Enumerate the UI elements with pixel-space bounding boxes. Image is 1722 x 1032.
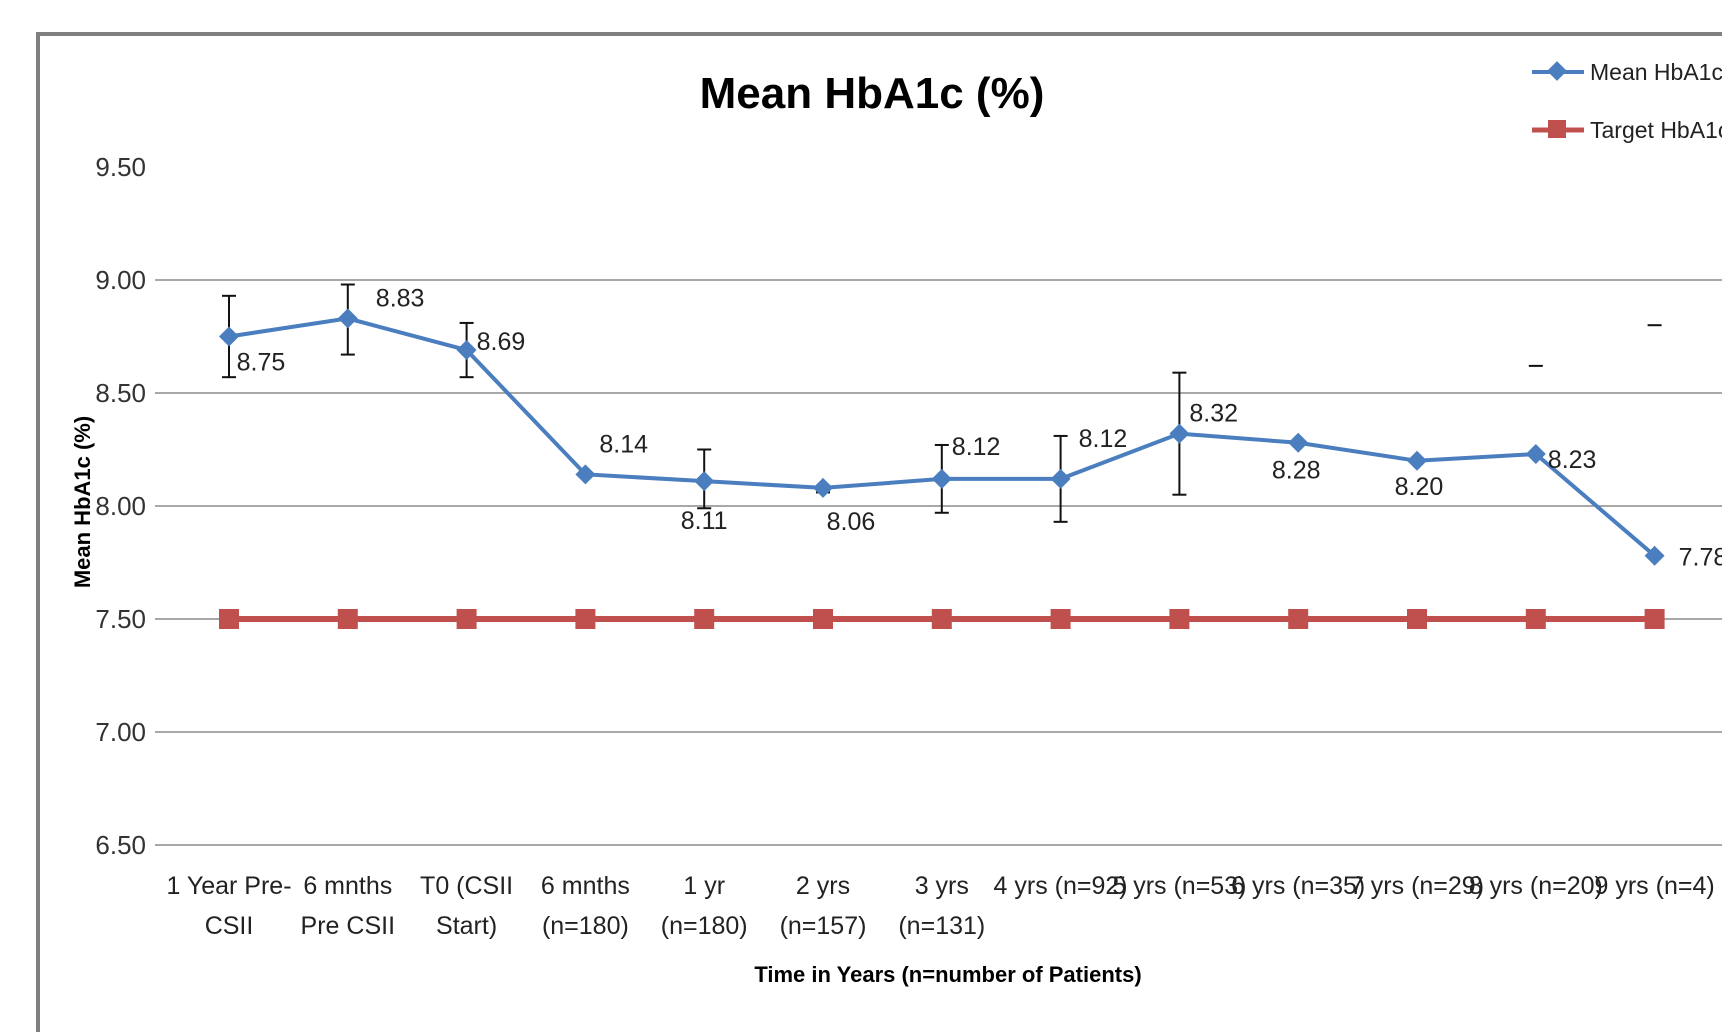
target-point <box>931 609 952 629</box>
data-label: 8.75 <box>237 349 286 377</box>
x-category-label: 5 yrs (n=53) <box>1112 872 1246 900</box>
x-category-label: 4 yrs (n=92) <box>994 872 1128 900</box>
data-label: 8.12 <box>952 433 1001 461</box>
data-label: 7.78 <box>1679 544 1722 572</box>
mean-point <box>1288 432 1309 453</box>
data-label: 8.12 <box>1079 425 1128 453</box>
y-tick-label: 8.00 <box>95 491 146 521</box>
target-point <box>813 609 833 629</box>
data-label: 8.14 <box>599 430 648 458</box>
y-tick-label: 8.50 <box>95 378 146 408</box>
mean-point <box>1050 468 1071 489</box>
data-label: 8.28 <box>1272 457 1321 485</box>
target-point <box>219 609 239 629</box>
data-label: 8.32 <box>1189 400 1238 428</box>
mean-point <box>219 326 239 347</box>
y-axis-title: Mean HbA1c (%) <box>70 416 95 588</box>
data-label: 8.11 <box>681 507 728 535</box>
x-category-label: 3 yrs <box>915 872 969 900</box>
legend-mean-marker <box>1547 61 1567 81</box>
x-category-label: (n=180) <box>661 912 748 940</box>
x-category-label: 8 yrs (n=20) <box>1469 872 1603 900</box>
mean-point <box>1525 444 1546 465</box>
legend-item-target: Target HbA1c <box>1532 117 1722 143</box>
mean-point <box>931 468 952 489</box>
y-tick-label: 7.50 <box>95 604 146 634</box>
data-label: 8.06 <box>827 508 876 536</box>
x-category-label: 9 yrs (n=4) <box>1595 872 1715 900</box>
mean-point <box>575 464 596 485</box>
mean-point <box>456 340 477 361</box>
x-category-label: 6 mnths <box>303 872 392 900</box>
grid-layer <box>155 279 1722 846</box>
x-category-label: (n=131) <box>898 912 985 940</box>
legend: Mean HbA1c Target HbA1c <box>1532 59 1722 143</box>
chart-title: Mean HbA1c (%) <box>700 69 1045 118</box>
target-point <box>1525 609 1546 629</box>
chart-frame <box>36 32 1722 1032</box>
x-category-label: 1 yr <box>683 872 725 900</box>
target-point <box>1644 609 1665 629</box>
x-category-label: 1 Year Pre- <box>166 872 291 900</box>
mean-point <box>813 477 833 498</box>
legend-mean-label: Mean HbA1c <box>1590 59 1722 85</box>
target-series <box>219 609 1665 629</box>
legend-target-marker <box>1548 120 1566 138</box>
data-label: 8.23 <box>1548 446 1597 474</box>
y-tick-label: 9.00 <box>95 265 146 295</box>
x-category-label: T0 (CSII <box>420 872 513 900</box>
data-label: 8.83 <box>376 284 425 312</box>
x-category-label: (n=180) <box>542 912 629 940</box>
x-category-labels: 1 Year Pre- CSII 6 mnths Pre CSII T0 (CSII St… <box>166 872 1714 940</box>
target-point <box>1169 609 1190 629</box>
target-point <box>1288 609 1309 629</box>
target-point <box>1407 609 1427 629</box>
chart-svg: 6.50 7.00 7.50 8.00 8.50 9.00 9.50 1 Year Pre-… <box>70 59 1722 987</box>
x-category-label: Pre CSII <box>301 912 395 940</box>
x-category-label: (n=157) <box>780 912 867 940</box>
x-axis-title: Time in Years (n=number of Patients) <box>754 962 1141 987</box>
target-point <box>575 609 596 629</box>
data-label: 8.20 <box>1395 473 1444 501</box>
x-category-label: Start) <box>436 912 497 940</box>
target-point <box>337 609 358 629</box>
y-tick-label: 7.00 <box>95 717 146 747</box>
legend-item-mean: Mean HbA1c <box>1532 59 1722 85</box>
x-category-label: 6 yrs (n=35) <box>1231 872 1365 900</box>
y-tick-label: 9.50 <box>95 152 146 182</box>
y-tick-labels: 6.50 7.00 7.50 8.00 8.50 9.00 9.50 <box>95 152 146 860</box>
target-point <box>694 609 715 629</box>
mean-series <box>219 308 1665 566</box>
target-point <box>1050 609 1071 629</box>
mean-point <box>1169 423 1190 444</box>
x-category-label: 6 mnths <box>541 872 630 900</box>
mean-point <box>1407 450 1427 471</box>
mean-point <box>337 308 358 329</box>
data-label: 8.69 <box>477 328 526 356</box>
mean-point <box>1644 545 1665 566</box>
legend-target-label: Target HbA1c <box>1590 117 1722 143</box>
x-category-label: 7 yrs (n=29) <box>1350 872 1484 900</box>
mean-line <box>228 316 1656 558</box>
data-labels: 8.75 8.83 8.69 8.14 8.11 8.06 8.12 8.12 8.32 8.28… <box>237 284 1722 571</box>
x-category-label: 2 yrs <box>796 872 850 900</box>
y-tick-label: 6.50 <box>95 830 146 860</box>
x-category-label: CSII <box>205 912 254 940</box>
target-point <box>456 609 477 629</box>
mean-point <box>694 471 715 492</box>
